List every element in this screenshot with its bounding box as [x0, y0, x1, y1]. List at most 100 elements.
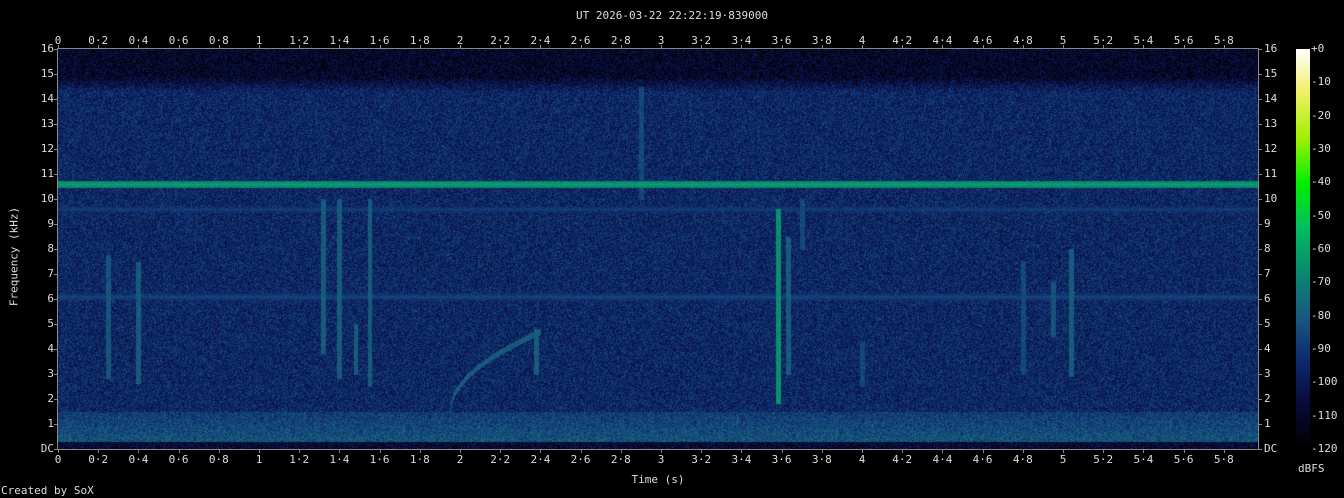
x-tick-mark — [741, 45, 743, 49]
y-tick-label-left: 15 — [40, 67, 54, 80]
colorbar-tick-label: -40 — [1311, 175, 1331, 189]
y-tick-mark — [54, 99, 58, 100]
x-tick-label-bottom: 2·6 — [570, 453, 591, 466]
x-tick-label-top: 3·2 — [691, 34, 712, 47]
y-tick-mark — [1258, 249, 1262, 250]
x-tick-mark — [299, 45, 301, 49]
colorbar-tick-label: -20 — [1311, 108, 1331, 122]
x-tick-label-bottom: 5·6 — [1173, 453, 1194, 466]
x-tick-label-top: 3·8 — [811, 34, 832, 47]
y-tick-label-left: 7 — [47, 267, 54, 280]
x-tick-mark — [98, 449, 100, 453]
x-tick-mark — [1223, 449, 1225, 453]
x-tick-mark — [339, 45, 341, 49]
y-tick-mark — [1258, 99, 1262, 100]
x-tick-mark — [419, 45, 421, 49]
colorbar-tick-label: -60 — [1311, 242, 1331, 255]
x-tick-mark — [661, 45, 662, 49]
y-tick-mark — [1258, 74, 1262, 75]
y-tick-label-left: 6 — [47, 292, 54, 305]
x-tick-mark — [620, 449, 622, 453]
x-tick-mark — [1022, 45, 1024, 49]
x-tick-label-top: 1·4 — [329, 34, 350, 47]
x-tick-label-bottom: 3·8 — [811, 453, 832, 466]
x-tick-mark — [379, 449, 381, 453]
y-tick-label-right: 5 — [1264, 317, 1271, 330]
x-tick-mark — [218, 45, 220, 49]
y-tick-mark — [54, 299, 58, 300]
x-tick-label-bottom: 1·8 — [409, 453, 430, 466]
y-tick-label-right: 16 — [1264, 42, 1278, 55]
y-tick-label-right: 15 — [1264, 67, 1278, 80]
colorbar-tick-label: -80 — [1311, 308, 1331, 322]
y-tick-mark — [1258, 274, 1262, 275]
x-tick-label-top: 2 — [456, 34, 464, 47]
y-axis-label: Frequency (kHz) — [7, 206, 21, 307]
y-tick-mark — [54, 224, 58, 225]
x-tick-label-bottom: 4·6 — [972, 453, 993, 466]
x-tick-mark — [138, 45, 140, 49]
x-tick-label-bottom: 4 — [858, 453, 866, 466]
y-tick-mark — [54, 324, 58, 325]
y-tick-mark — [54, 424, 58, 425]
y-tick-mark — [1258, 299, 1262, 300]
colorbar-tick-label: -120 — [1311, 442, 1338, 455]
y-tick-label-left: 14 — [40, 92, 54, 105]
x-tick-mark — [178, 45, 180, 49]
spectrogram-plot — [57, 48, 1259, 450]
y-tick-mark — [1258, 124, 1262, 125]
x-tick-label-top: 2·2 — [490, 34, 511, 47]
x-tick-label-top: 4·8 — [1012, 34, 1033, 47]
x-tick-mark — [942, 449, 944, 453]
y-tick-label-left: 8 — [47, 242, 54, 255]
y-tick-label-right: 8 — [1264, 242, 1271, 255]
y-tick-mark — [1258, 424, 1262, 425]
x-tick-mark — [460, 45, 461, 49]
x-tick-mark — [701, 449, 703, 453]
y-tick-label-right: 2 — [1264, 392, 1271, 405]
x-tick-label-top: 1 — [255, 34, 263, 47]
x-tick-mark — [661, 449, 662, 453]
x-tick-mark — [862, 45, 864, 49]
x-tick-mark — [218, 449, 220, 453]
y-tick-label-right: DC — [1264, 442, 1278, 455]
y-tick-mark — [54, 399, 58, 400]
x-tick-label-bottom: 3·6 — [771, 453, 792, 466]
x-tick-mark — [1143, 45, 1145, 49]
x-tick-label-top: 2·6 — [570, 34, 591, 47]
x-axis-label: Time (s) — [631, 473, 685, 486]
x-tick-label-top: 1·6 — [369, 34, 390, 47]
x-tick-mark — [58, 45, 59, 49]
x-tick-label-bottom: 0·2 — [88, 453, 109, 466]
y-tick-mark — [1258, 374, 1262, 375]
y-tick-label-left: 11 — [40, 167, 54, 180]
y-tick-mark — [54, 174, 58, 175]
chart-title: UT 2026-03-22 22:22:19·839000 — [575, 9, 769, 22]
x-tick-label-top: 4 — [858, 34, 866, 47]
y-tick-label-left: DC — [40, 442, 54, 455]
y-tick-label-left: 5 — [47, 317, 54, 330]
spectrogram-heatmap — [58, 49, 1258, 449]
x-tick-label-bottom: 1 — [255, 453, 263, 466]
colorbar — [1296, 49, 1310, 449]
x-tick-label-top: 3·4 — [731, 34, 752, 47]
x-tick-label-bottom: 5·4 — [1133, 453, 1154, 466]
y-tick-mark — [1258, 174, 1262, 175]
x-tick-label-top: 5·4 — [1133, 34, 1154, 47]
x-tick-mark — [1063, 449, 1065, 453]
colorbar-tick-label: -70 — [1311, 275, 1331, 289]
x-tick-label-bottom: 2·8 — [610, 453, 631, 466]
y-tick-mark — [1258, 199, 1262, 200]
x-tick-label-bottom: 2·2 — [490, 453, 511, 466]
x-tick-mark — [460, 449, 461, 453]
y-tick-label-left: 13 — [40, 117, 54, 130]
y-tick-label-right: 14 — [1264, 92, 1278, 105]
x-tick-label-bottom: 5 — [1059, 453, 1067, 466]
x-tick-mark — [701, 45, 703, 49]
y-tick-label-right: 12 — [1264, 142, 1278, 155]
x-tick-label-top: 0·8 — [208, 34, 229, 47]
x-tick-label-bottom: 0·4 — [128, 453, 149, 466]
x-tick-mark — [821, 45, 823, 49]
y-tick-label-left: 3 — [47, 367, 54, 380]
y-tick-mark — [54, 149, 58, 150]
